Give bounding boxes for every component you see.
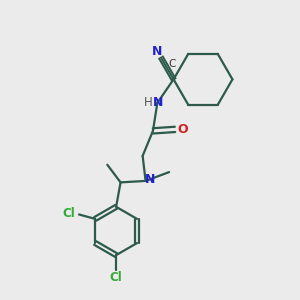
Text: H: H	[144, 96, 152, 109]
Text: N: N	[153, 96, 164, 109]
Text: Cl: Cl	[62, 206, 75, 220]
Text: O: O	[177, 123, 188, 136]
Text: N: N	[145, 173, 155, 186]
Text: C: C	[168, 59, 176, 69]
Text: N: N	[152, 45, 163, 58]
Text: Cl: Cl	[110, 271, 122, 284]
